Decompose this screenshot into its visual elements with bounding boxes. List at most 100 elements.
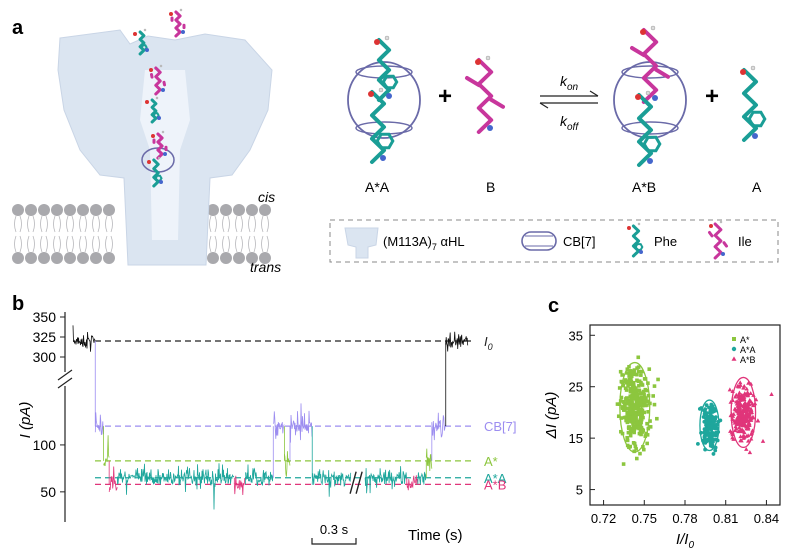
legend-ile-label: Ile (738, 234, 752, 249)
data-point (652, 384, 657, 388)
data-point (643, 387, 648, 392)
ile-molecule-icon (169, 8, 186, 38)
equilibrium-arrows: kon koff (539, 73, 599, 133)
trans-label: trans (250, 259, 281, 275)
data-point (739, 438, 744, 443)
data-point (736, 410, 741, 415)
data-point (636, 422, 640, 426)
pore-legend-icon (344, 227, 379, 259)
data-point (702, 430, 707, 435)
data-point (629, 426, 633, 431)
data-point (634, 456, 639, 461)
data-point (625, 418, 629, 423)
lipid-head (51, 204, 63, 216)
data-point (628, 387, 633, 391)
lipid-head (38, 252, 50, 264)
data-point (741, 395, 746, 400)
data-point (620, 405, 625, 409)
data-point (629, 399, 633, 403)
lipid-head (90, 204, 102, 216)
data-point (634, 392, 639, 397)
data-point (629, 428, 634, 433)
label-a-star-a: A*A (365, 179, 390, 195)
data-point (646, 399, 650, 404)
data-point (746, 438, 751, 443)
data-point (741, 413, 746, 418)
data-point (645, 433, 650, 437)
lipid-head (51, 252, 63, 264)
data-point (625, 371, 630, 375)
data-point (619, 429, 623, 434)
data-point (708, 413, 713, 418)
data-point (697, 406, 702, 411)
data-point (620, 373, 624, 377)
data-point (636, 369, 641, 374)
data-point (619, 395, 624, 400)
data-point (635, 366, 639, 370)
trace-segment (311, 469, 352, 497)
lipid-head (207, 204, 219, 216)
data-point (738, 434, 743, 439)
panel-label-c: c (548, 295, 559, 317)
lipid-head (246, 204, 258, 216)
level-label: A*B (484, 477, 506, 492)
data-point (642, 447, 646, 452)
trace-segment (272, 411, 285, 439)
data-point (744, 386, 749, 391)
data-point (739, 410, 745, 415)
data-point (707, 424, 712, 429)
lipid-head (12, 204, 24, 216)
data-point (705, 429, 710, 434)
data-point (744, 408, 749, 413)
y-tick-label: 100 (33, 437, 57, 453)
data-point (618, 369, 623, 374)
data-point (640, 413, 644, 417)
data-point (634, 424, 639, 428)
molecules-in-pore (133, 8, 186, 188)
data-point (708, 443, 713, 448)
trace-segment (117, 463, 235, 510)
phe-molecule-icon (368, 87, 395, 164)
data-point (713, 448, 718, 453)
data-point (625, 435, 629, 440)
data-point (646, 393, 651, 398)
data-point (628, 433, 633, 438)
data-point (617, 386, 622, 390)
data-point (629, 409, 634, 414)
data-point (632, 428, 636, 433)
phe-molecule-icon (374, 35, 399, 102)
trace-segment (94, 412, 104, 435)
data-point (741, 406, 747, 411)
trace-segment (431, 412, 446, 441)
trace-segment (406, 475, 419, 491)
data-point (745, 401, 751, 406)
legend-label: A*B (740, 355, 756, 365)
data-point (645, 403, 649, 407)
data-point (631, 372, 636, 376)
data-point (623, 408, 627, 412)
trace-segment (417, 471, 427, 485)
data-point (748, 406, 754, 411)
data-point (629, 374, 634, 379)
molecule-b-ile (465, 55, 505, 134)
data-point (628, 389, 633, 394)
x-tick-label: 0.78 (672, 511, 697, 526)
data-point (639, 369, 644, 374)
data-point (737, 397, 743, 402)
lipid-head (103, 204, 115, 216)
data-point (732, 406, 738, 411)
phe-molecule-icon (147, 156, 163, 188)
data-point (645, 421, 649, 426)
data-point (635, 404, 640, 409)
data-point (732, 420, 738, 425)
legend-cb7-label: CB[7] (563, 234, 596, 249)
confidence-ellipse (730, 376, 757, 449)
data-point (627, 445, 631, 450)
data-point (637, 431, 642, 436)
ile-molecule-icon (630, 25, 670, 104)
y-tick-label: 300 (33, 349, 57, 365)
data-point (637, 388, 642, 393)
data-point (632, 449, 637, 454)
data-point (651, 394, 655, 398)
